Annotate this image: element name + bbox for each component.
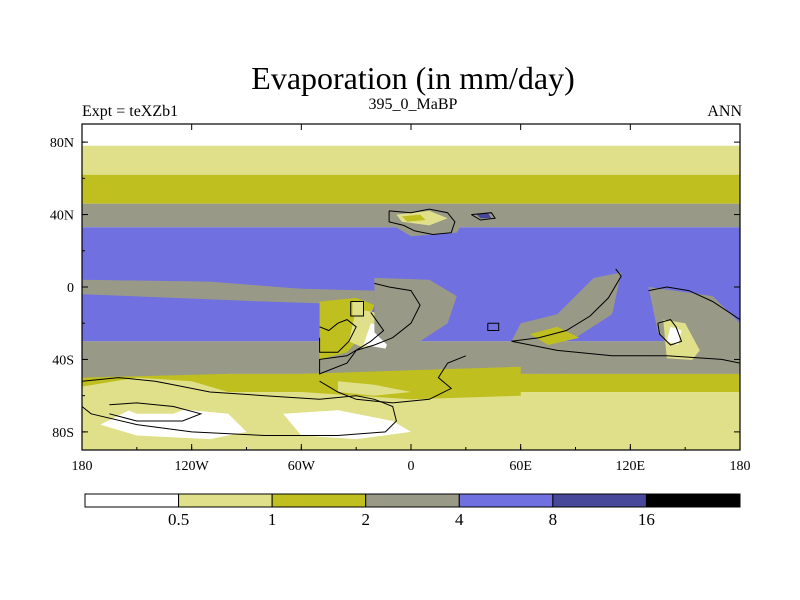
colorbar-swatch-1 bbox=[178, 493, 273, 508]
contour-patch-19 bbox=[337, 381, 411, 396]
contour-patch-10 bbox=[401, 214, 426, 222]
colorbar-label-4: 8 bbox=[549, 510, 558, 529]
x-tick-label-0: 180 bbox=[72, 459, 93, 474]
x-tick-label-1: 120W bbox=[175, 459, 210, 474]
coastline-8 bbox=[487, 322, 500, 331]
colorbar-label-2: 2 bbox=[361, 510, 370, 529]
coastline-9 bbox=[511, 268, 622, 342]
map-plot-area bbox=[82, 124, 740, 450]
coastline-12 bbox=[657, 319, 683, 346]
contour-patch-20 bbox=[100, 406, 247, 440]
coastlines bbox=[82, 208, 740, 436]
contour-patch-1 bbox=[82, 355, 229, 378]
colorbar-swatch-4 bbox=[458, 493, 554, 508]
colorbar-swatch-3 bbox=[365, 493, 460, 508]
contour-patch-12 bbox=[511, 272, 622, 345]
time-label: 395_0_MaBP bbox=[368, 96, 458, 113]
y-tick-label-4: 80S bbox=[52, 426, 74, 441]
y-tick-label-3: 40S bbox=[52, 353, 74, 368]
contour-patch-2 bbox=[82, 377, 229, 407]
colorbar-label-0: 0.5 bbox=[168, 510, 189, 529]
y-tick-label-2: 0 bbox=[67, 281, 74, 296]
coastline-6 bbox=[471, 212, 496, 221]
colorbar-label-3: 4 bbox=[455, 510, 464, 529]
contour-patch-13 bbox=[529, 326, 580, 345]
contour-band-0 bbox=[82, 124, 740, 146]
contour-patch-21 bbox=[283, 410, 411, 440]
colorbar-label-5: 16 bbox=[638, 510, 655, 529]
contour-band-1 bbox=[82, 145, 740, 175]
coastline-3 bbox=[319, 282, 421, 375]
x-tick-label-6: 180 bbox=[730, 459, 751, 474]
colorbar: 0.5 1 2 4 8 16 bbox=[84, 493, 741, 529]
contour-patch-0 bbox=[82, 279, 375, 306]
chart-title: Evaporation (in mm/day) bbox=[251, 60, 575, 96]
coastline-10 bbox=[511, 340, 740, 364]
coastline-5 bbox=[388, 208, 456, 236]
y-tick-label-1: 40N bbox=[50, 209, 74, 224]
coastline-7 bbox=[319, 355, 466, 404]
coastline-1 bbox=[109, 402, 203, 422]
x-tick-label-2: 60W bbox=[288, 459, 316, 474]
season-label: ANN bbox=[707, 103, 742, 120]
colorbar-swatch-6 bbox=[645, 493, 741, 508]
y-tick-label-0: 80N bbox=[50, 136, 74, 151]
colorbar-swatch-0 bbox=[84, 493, 180, 508]
colorbar-swatch-5 bbox=[552, 493, 647, 508]
colorbar-label-1: 1 bbox=[268, 510, 277, 529]
coastline-4 bbox=[350, 301, 364, 317]
contour-patch-22 bbox=[118, 402, 192, 414]
coastline-2 bbox=[319, 319, 357, 353]
x-tick-label-3: 0 bbox=[408, 459, 415, 474]
contour-band-2 bbox=[82, 174, 740, 204]
axes: 180 120W 60W 0 60E 120E 180 80N 40N 0 40S 80S bbox=[50, 124, 751, 474]
coastline-0 bbox=[82, 377, 397, 436]
colorbar-swatch-2 bbox=[271, 493, 367, 508]
coastline-11 bbox=[648, 286, 740, 321]
contour-patch-7 bbox=[352, 301, 364, 316]
x-tick-label-5: 120E bbox=[616, 459, 646, 474]
experiment-label: Expt = teXZb1 bbox=[82, 103, 179, 120]
x-tick-label-4: 60E bbox=[509, 459, 532, 474]
